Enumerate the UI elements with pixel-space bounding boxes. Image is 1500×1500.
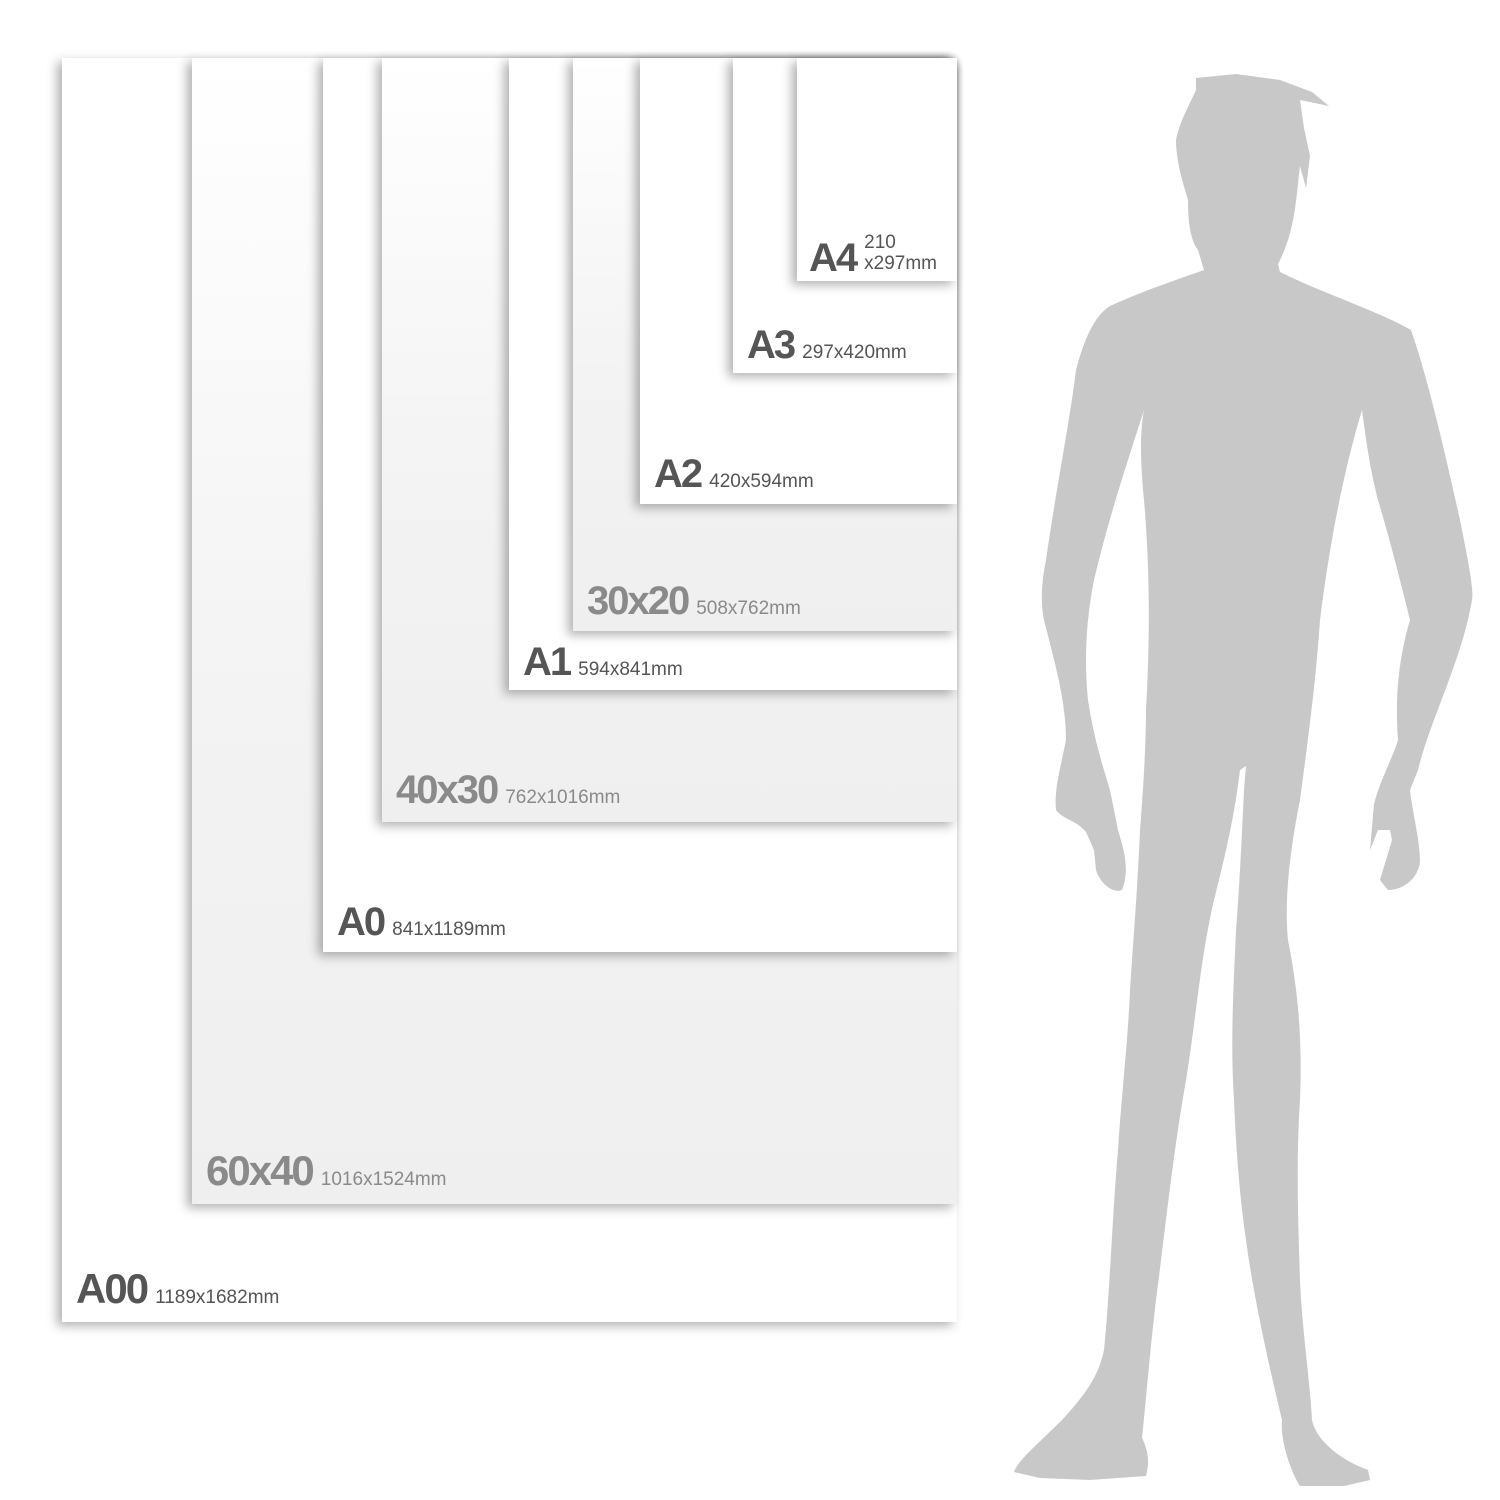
sheet-dims-40x30: 762x1016mm bbox=[505, 787, 621, 808]
sheet-label-a00: A00 1189x1682mm bbox=[76, 1268, 279, 1310]
sheet-label-a3: A3 297x420mm bbox=[747, 325, 907, 365]
sheet-dims-60x40: 1016x1524mm bbox=[320, 1169, 447, 1190]
sheet-dims-a2: 420x594mm bbox=[709, 471, 814, 492]
sheet-a4: A4 210 x297mm bbox=[797, 58, 957, 281]
sheet-label-a0: A0 841x1189mm bbox=[337, 902, 506, 942]
sheet-name-a3: A3 bbox=[747, 323, 796, 367]
sheet-label-a1: A1 594x841mm bbox=[523, 642, 683, 682]
sheet-name-a2: A2 bbox=[654, 452, 703, 496]
sheet-dims-a4-line2: x297mm bbox=[864, 253, 937, 274]
sheet-label-a2: A2 420x594mm bbox=[654, 454, 814, 494]
sheet-dims-a00: 1189x1682mm bbox=[155, 1287, 280, 1308]
sheet-dims-30x20: 508x762mm bbox=[696, 598, 801, 619]
sheet-label-60x40: 60x40 1016x1524mm bbox=[206, 1150, 447, 1192]
sheet-name-a4: A4 bbox=[809, 236, 858, 280]
sheet-name-a0: A0 bbox=[337, 900, 386, 944]
sheet-name-a1: A1 bbox=[523, 640, 572, 684]
sheet-dims-a4: 210 x297mm bbox=[864, 232, 937, 274]
sheet-label-a4: A4 210 x297mm bbox=[809, 232, 937, 281]
sheet-dims-a3: 297x420mm bbox=[802, 342, 907, 363]
sheet-dims-a0: 841x1189mm bbox=[392, 919, 506, 940]
sheet-name-60x40: 60x40 bbox=[206, 1147, 315, 1194]
sheet-label-40x30: 40x30 762x1016mm bbox=[396, 770, 620, 810]
silhouette-body bbox=[1014, 74, 1473, 1486]
sheet-dims-a4-line1: 210 bbox=[864, 232, 896, 253]
sheet-name-30x20: 30x20 bbox=[587, 579, 690, 623]
sheet-name-a00: A00 bbox=[76, 1265, 149, 1312]
sheet-name-40x30: 40x30 bbox=[396, 768, 499, 812]
sheet-label-30x20: 30x20 508x762mm bbox=[587, 581, 801, 621]
sheet-dims-a1: 594x841mm bbox=[578, 659, 683, 680]
